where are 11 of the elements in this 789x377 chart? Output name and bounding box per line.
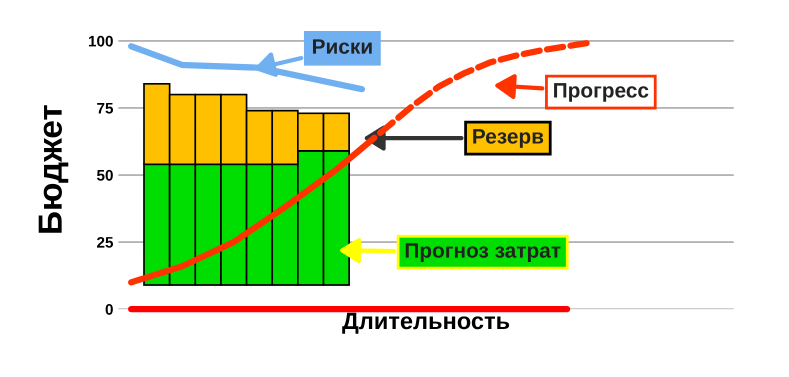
x-axis-title: Длительность <box>342 312 510 334</box>
y-tick-label: 25 <box>97 236 114 248</box>
y-tick-label: 100 <box>88 36 113 47</box>
annotation: Резерв <box>473 129 544 148</box>
y-tick-label: 50 <box>96 170 113 181</box>
annotation: Риски <box>312 39 372 54</box>
y-tick-label: 75 <box>97 102 114 114</box>
annotation: Прогресс <box>554 83 648 102</box>
y-tick-label: 0 <box>106 304 113 315</box>
y-axis-title: Бюджет <box>38 105 68 233</box>
annotation: Прогноз затрат <box>406 243 560 262</box>
